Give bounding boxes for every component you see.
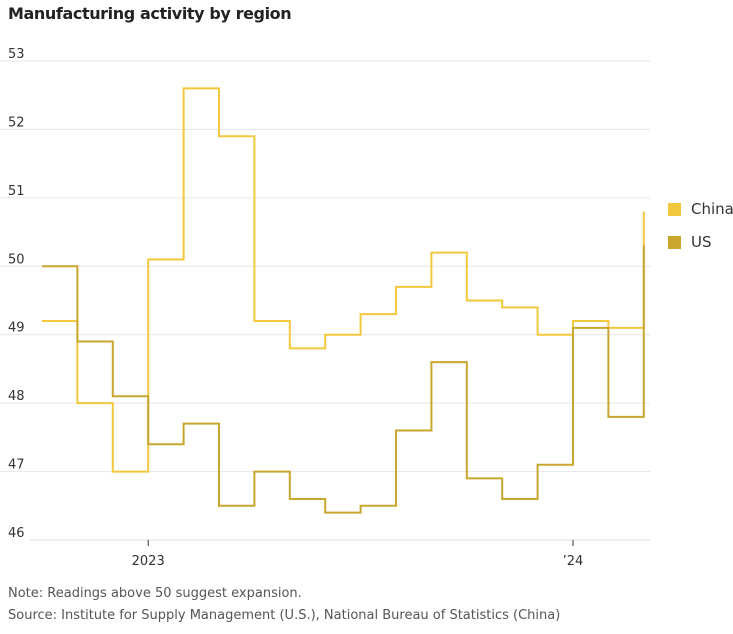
y-tick-label: 50 [8,252,25,267]
y-tick-label: 51 [8,184,25,199]
y-tick-label: 48 [8,389,25,404]
legend-label-us: US [691,233,712,251]
x-tick-label: ’24 [563,554,584,569]
legend-item-china: China [668,200,733,218]
x-tick-label: 2023 [132,554,165,569]
legend-swatch-china [668,202,681,216]
y-tick-label: 52 [8,115,25,130]
legend-item-us: US [668,233,712,251]
y-tick-label: 46 [8,526,25,541]
chart-title: Manufacturing activity by region [8,4,292,23]
y-tick-label: 53 [8,47,25,62]
note-text: Note: Readings above 50 suggest expansio… [8,586,302,601]
chart: 46 47 48 49 50 51 52 53 2023 ’24 [0,47,650,569]
y-tick-label: 47 [8,458,25,473]
legend-swatch-us [668,235,681,249]
legend-label-china: China [691,200,733,218]
series-line-china [42,87,645,473]
series-line-us [42,245,645,514]
y-tick-label: 49 [8,321,25,336]
source-text: Source: Institute for Supply Management … [8,608,561,623]
